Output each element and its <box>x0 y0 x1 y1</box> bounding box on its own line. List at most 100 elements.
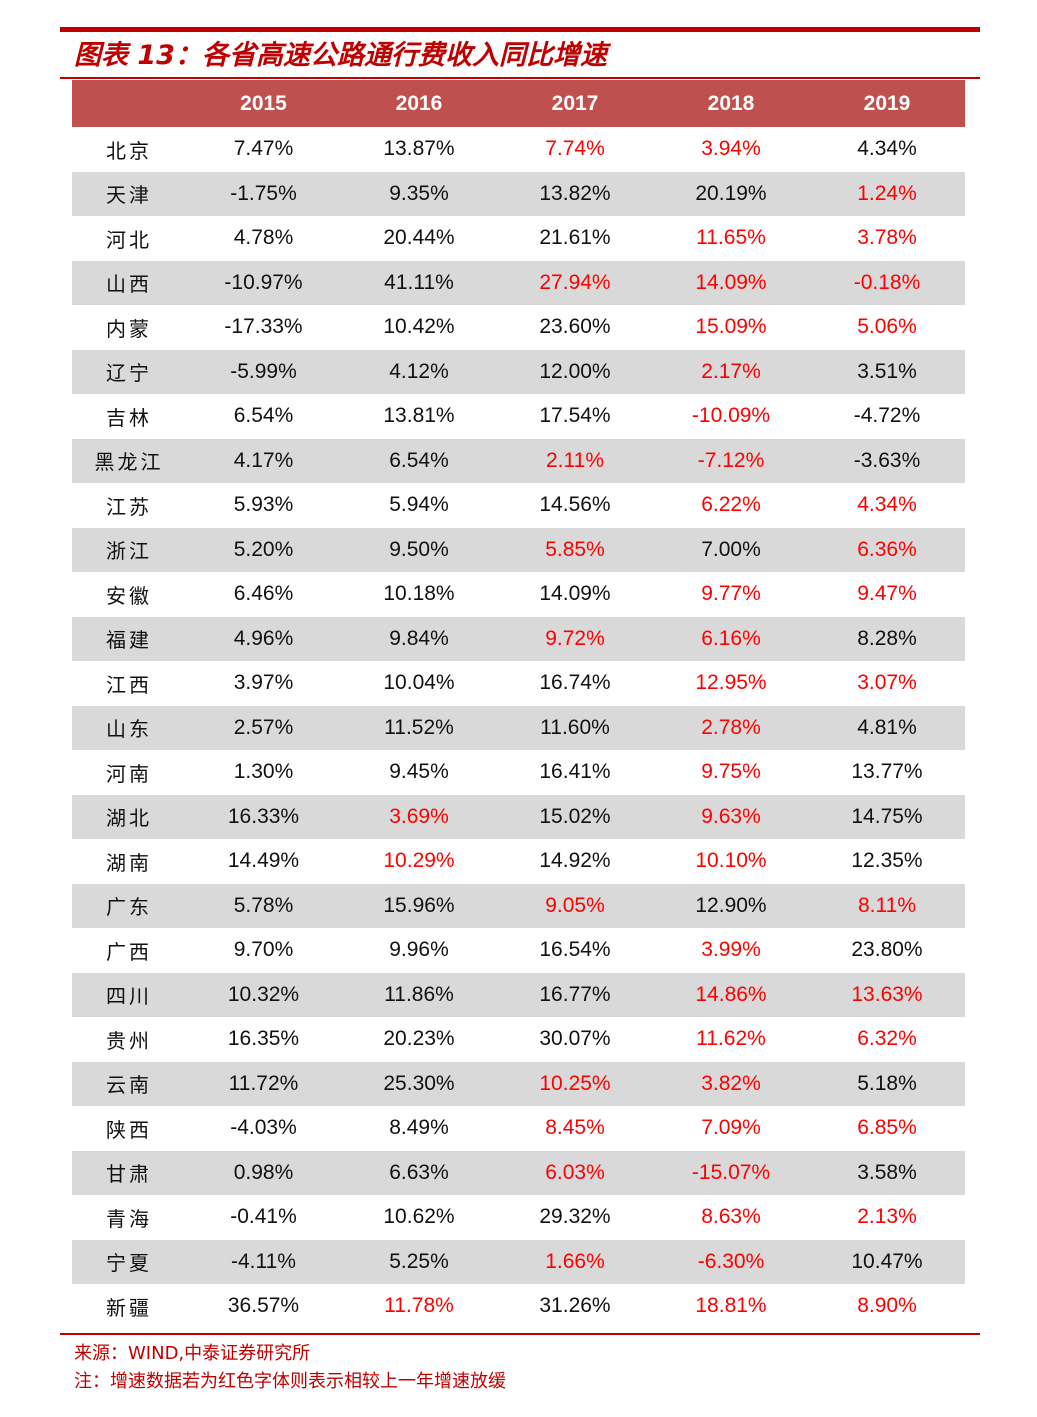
table-row: 新疆 36.57% 11.78% 31.26% 18.81% 8.90% <box>72 1284 965 1329</box>
growth-cell: 9.70% <box>233 938 294 962</box>
province-cell: 河南 <box>106 761 152 786</box>
growth-cell: 17.54% <box>539 404 611 428</box>
growth-cell: 9.72% <box>497 616 653 661</box>
growth-cell: 5.93% <box>233 493 294 517</box>
growth-cell: 31.26% <box>539 1294 611 1318</box>
table-row: 江苏 5.93% 5.94% 14.56% 6.22% 4.34% <box>72 483 965 528</box>
province-cell: 甘肃 <box>72 1150 186 1195</box>
growth-cell: 21.61% <box>539 226 611 250</box>
growth-cell: 11.60% <box>497 705 653 750</box>
table-row: 河南 1.30% 9.45% 16.41% 9.75% 13.77% <box>72 750 965 795</box>
growth-cell: 14.86% <box>653 972 809 1017</box>
growth-cell: 13.63% <box>809 972 965 1017</box>
growth-cell: 10.18% <box>383 582 455 606</box>
growth-cell: 6.46% <box>233 582 294 606</box>
source-note: 来源：WIND,中泰证券研究所 <box>74 1343 311 1364</box>
growth-cell: 10.10% <box>695 849 767 873</box>
growth-cell: 3.78% <box>857 226 917 250</box>
growth-cell: -5.99% <box>186 349 341 394</box>
growth-cell: 14.09% <box>653 260 809 305</box>
growth-cell: 4.34% <box>857 137 917 161</box>
growth-cell: 11.52% <box>341 705 497 750</box>
growth-cell: 7.00% <box>653 527 809 572</box>
growth-cell: 16.77% <box>497 972 653 1017</box>
growth-cell: 20.19% <box>653 171 809 216</box>
growth-cell: 1.30% <box>233 760 294 784</box>
growth-cell: 10.47% <box>809 1239 965 1284</box>
province-cell: 黑龙江 <box>72 438 186 483</box>
table-row: 山西 -10.97% 41.11% 27.94% 14.09% -0.18% <box>72 260 965 305</box>
table-row: 吉林 6.54% 13.81% 17.54% -10.09% -4.72% <box>72 394 965 439</box>
growth-cell: 14.75% <box>809 794 965 839</box>
growth-cell: 6.03% <box>497 1150 653 1195</box>
province-cell: 吉林 <box>106 405 152 430</box>
growth-cell: 16.35% <box>227 1027 300 1051</box>
growth-cell: 9.77% <box>701 582 761 606</box>
growth-cell: 2.57% <box>186 705 341 750</box>
table-row: 内蒙 -17.33% 10.42% 23.60% 15.09% 5.06% <box>72 305 965 350</box>
growth-cell: 10.42% <box>383 315 455 339</box>
header-corner <box>72 80 186 127</box>
growth-cell: 13.81% <box>383 404 455 428</box>
growth-cell: 12.35% <box>851 849 923 873</box>
growth-cell: -17.33% <box>224 315 303 339</box>
province-cell: 内蒙 <box>106 316 152 341</box>
growth-cell: 9.47% <box>857 582 917 606</box>
growth-cell: 14.49% <box>227 849 300 873</box>
growth-cell: 13.77% <box>851 760 923 784</box>
growth-cell: 2.13% <box>857 1205 917 1229</box>
header-year: 2019 <box>809 80 965 127</box>
growth-cell: 10.25% <box>497 1061 653 1106</box>
growth-cell: 27.94% <box>497 260 653 305</box>
table-row: 天津 -1.75% 9.35% 13.82% 20.19% 1.24% <box>72 171 965 216</box>
growth-cell: 9.50% <box>341 527 497 572</box>
growth-cell: 6.32% <box>857 1027 917 1051</box>
growth-cell: 10.04% <box>383 671 455 695</box>
growth-cell: 10.32% <box>186 972 341 1017</box>
growth-cell: 14.56% <box>539 493 611 517</box>
growth-cell: 4.78% <box>233 226 294 250</box>
table-row: 陕西 -4.03% 8.49% 8.45% 7.09% 6.85% <box>72 1106 965 1151</box>
growth-cell: 8.49% <box>389 1116 449 1140</box>
growth-cell: 5.25% <box>341 1239 497 1284</box>
table-row: 湖南 14.49% 10.29% 14.92% 10.10% 12.35% <box>72 839 965 884</box>
table-row: 云南 11.72% 25.30% 10.25% 3.82% 5.18% <box>72 1061 965 1106</box>
growth-cell: 7.74% <box>545 137 605 161</box>
growth-cell: 16.41% <box>539 760 611 784</box>
province-cell: 湖北 <box>72 794 186 839</box>
province-cell: 天津 <box>72 171 186 216</box>
growth-cell: 6.54% <box>341 438 497 483</box>
growth-cell: 29.32% <box>539 1205 611 1229</box>
growth-cell: 5.94% <box>389 493 449 517</box>
province-cell: 江苏 <box>106 494 152 519</box>
growth-cell: 16.54% <box>539 938 611 962</box>
growth-table: 2015 2016 2017 2018 2019 北京 7.47% 13.87% 7.… <box>72 80 965 1329</box>
growth-cell: 1.24% <box>809 171 965 216</box>
province-cell: 福建 <box>72 616 186 661</box>
growth-cell: 23.80% <box>851 938 923 962</box>
growth-cell: 9.96% <box>389 938 449 962</box>
growth-cell: 36.57% <box>227 1294 300 1318</box>
growth-cell: -7.12% <box>653 438 809 483</box>
growth-cell: -3.63% <box>809 438 965 483</box>
table-row: 宁夏 -4.11% 5.25% 1.66% -6.30% 10.47% <box>72 1239 965 1284</box>
growth-cell: 5.20% <box>186 527 341 572</box>
title-bottom-rule <box>60 77 980 79</box>
growth-cell: 3.07% <box>857 671 917 695</box>
growth-cell: 5.85% <box>497 527 653 572</box>
province-cell: 贵州 <box>106 1028 152 1053</box>
growth-cell: 3.99% <box>701 938 761 962</box>
title-top-rule <box>60 27 980 32</box>
province-cell: 云南 <box>72 1061 186 1106</box>
growth-cell: 23.60% <box>539 315 611 339</box>
growth-cell: 25.30% <box>341 1061 497 1106</box>
growth-cell: 4.96% <box>186 616 341 661</box>
growth-cell: 8.63% <box>701 1205 761 1229</box>
province-cell: 四川 <box>72 972 186 1017</box>
growth-cell: 2.11% <box>497 438 653 483</box>
growth-cell: 13.82% <box>497 171 653 216</box>
growth-cell: 9.63% <box>653 794 809 839</box>
growth-cell: 8.11% <box>809 883 965 928</box>
growth-cell: 5.78% <box>186 883 341 928</box>
province-cell: 北京 <box>106 138 152 163</box>
